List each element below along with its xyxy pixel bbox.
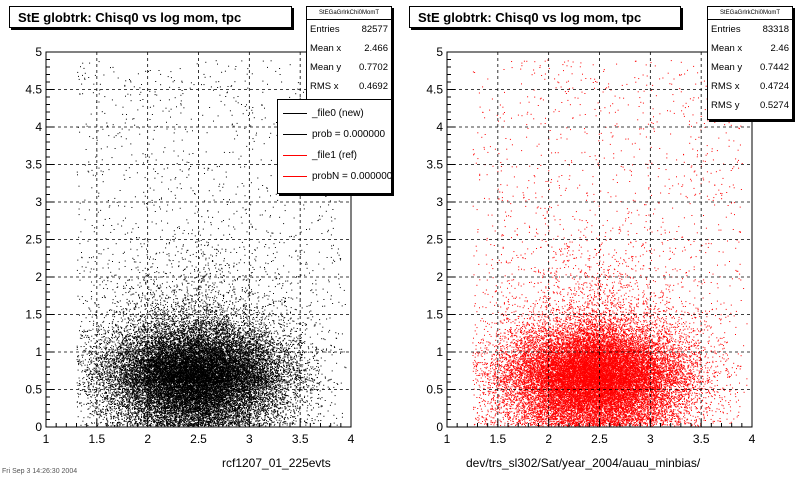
y-tick-label: 0 [35,420,42,434]
footer-timestamp: Fri Sep 3 14:26:30 2004 [2,468,77,475]
y-tick-label: 3.5 [25,158,42,172]
y-tick-label: 1.5 [426,308,443,322]
stats-row: RMS y 0.5274 [708,96,792,115]
y-tick-label: 1 [35,345,42,359]
y-tick-label: 2.5 [426,233,443,247]
right-stats-box: StEGaGrlrkChi0MomT Entries 83318 Mean x 2.… [707,6,793,120]
stats-row: Entries 83318 [708,20,792,39]
stats-row: Entries 82577 [307,20,391,39]
legend-line [283,113,307,114]
left-x-axis-title: rcf1207_01_225evts [222,456,331,470]
stats-row: RMS x 0.4692 [307,77,391,96]
y-tick-label: 1 [436,345,443,359]
y-tick-label: 2 [436,270,443,284]
y-tick-label: 1.5 [25,308,42,322]
y-tick-label: 0 [436,420,443,434]
left-plot-title: StE globtrk: Chisq0 vs log mom, tpc [9,6,292,28]
legend-entry: _file0 (new) [278,103,391,124]
x-tick-label: 1.5 [88,432,105,446]
y-tick-label: 5 [35,45,42,59]
x-tick-label: 2.5 [190,432,207,446]
stats-row: Mean x 2.46 [708,39,792,58]
y-tick-label: 0.5 [25,383,42,397]
y-tick-label: 5 [436,45,443,59]
right-plot-title: StE globtrk: Chisq0 vs log mom, tpc [409,6,681,28]
legend-entry: prob = 0.000000 [278,124,391,145]
legend-line [283,176,307,177]
y-tick-label: 4 [436,120,443,134]
x-tick-label: 4 [348,432,355,446]
y-tick-label: 4.5 [25,83,42,97]
x-tick-label: 4 [749,432,756,446]
left-stats-name: StEGaGrlrkChi0MomT [307,7,391,20]
legend-entry: _file1 (ref) [278,145,391,166]
y-tick-label: 2.5 [25,233,42,247]
right-stats-name: StEGaGrlrkChi0MomT [708,7,792,20]
canvas: 1 1.5 2 2.5 3 3.5 4 0 0.5 1 1.5 2 2.5 3 3.5 4 4.5 5 1 1.5 2… [0,0,800,480]
x-tick-label: 2.5 [591,432,608,446]
left-stats-box: StEGaGrlrkChi0MomT Entries 82577 Mean x 2.… [306,6,392,102]
legend-entry: probN = 0.000000 [278,166,391,187]
right-x-axis-title: dev/trs_sl302/Sat/year_2004/auau_minbias… [466,456,700,470]
x-tick-label: 1.5 [489,432,506,446]
y-tick-label: 3.5 [426,158,443,172]
x-tick-label: 3.5 [292,432,309,446]
legend-line [283,155,307,156]
x-tick-label: 1 [43,432,50,446]
x-tick-label: 2 [545,432,552,446]
y-tick-label: 4 [35,120,42,134]
stats-row: RMS x 0.4724 [708,77,792,96]
x-tick-label: 3.5 [693,432,710,446]
y-tick-label: 3 [436,195,443,209]
legend: _file0 (new) prob = 0.000000 _file1 (ref… [277,99,392,194]
x-tick-label: 3 [647,432,654,446]
stats-row: Mean y 0.7442 [708,58,792,77]
stats-row: Mean x 2.466 [307,39,391,58]
x-tick-label: 2 [144,432,151,446]
y-tick-label: 3 [35,195,42,209]
x-tick-label: 1 [444,432,451,446]
stats-row: Mean y 0.7702 [307,58,391,77]
x-tick-label: 3 [246,432,253,446]
y-tick-label: 2 [35,270,42,284]
y-tick-label: 0.5 [426,383,443,397]
legend-line [283,134,307,135]
y-tick-label: 4.5 [426,83,443,97]
